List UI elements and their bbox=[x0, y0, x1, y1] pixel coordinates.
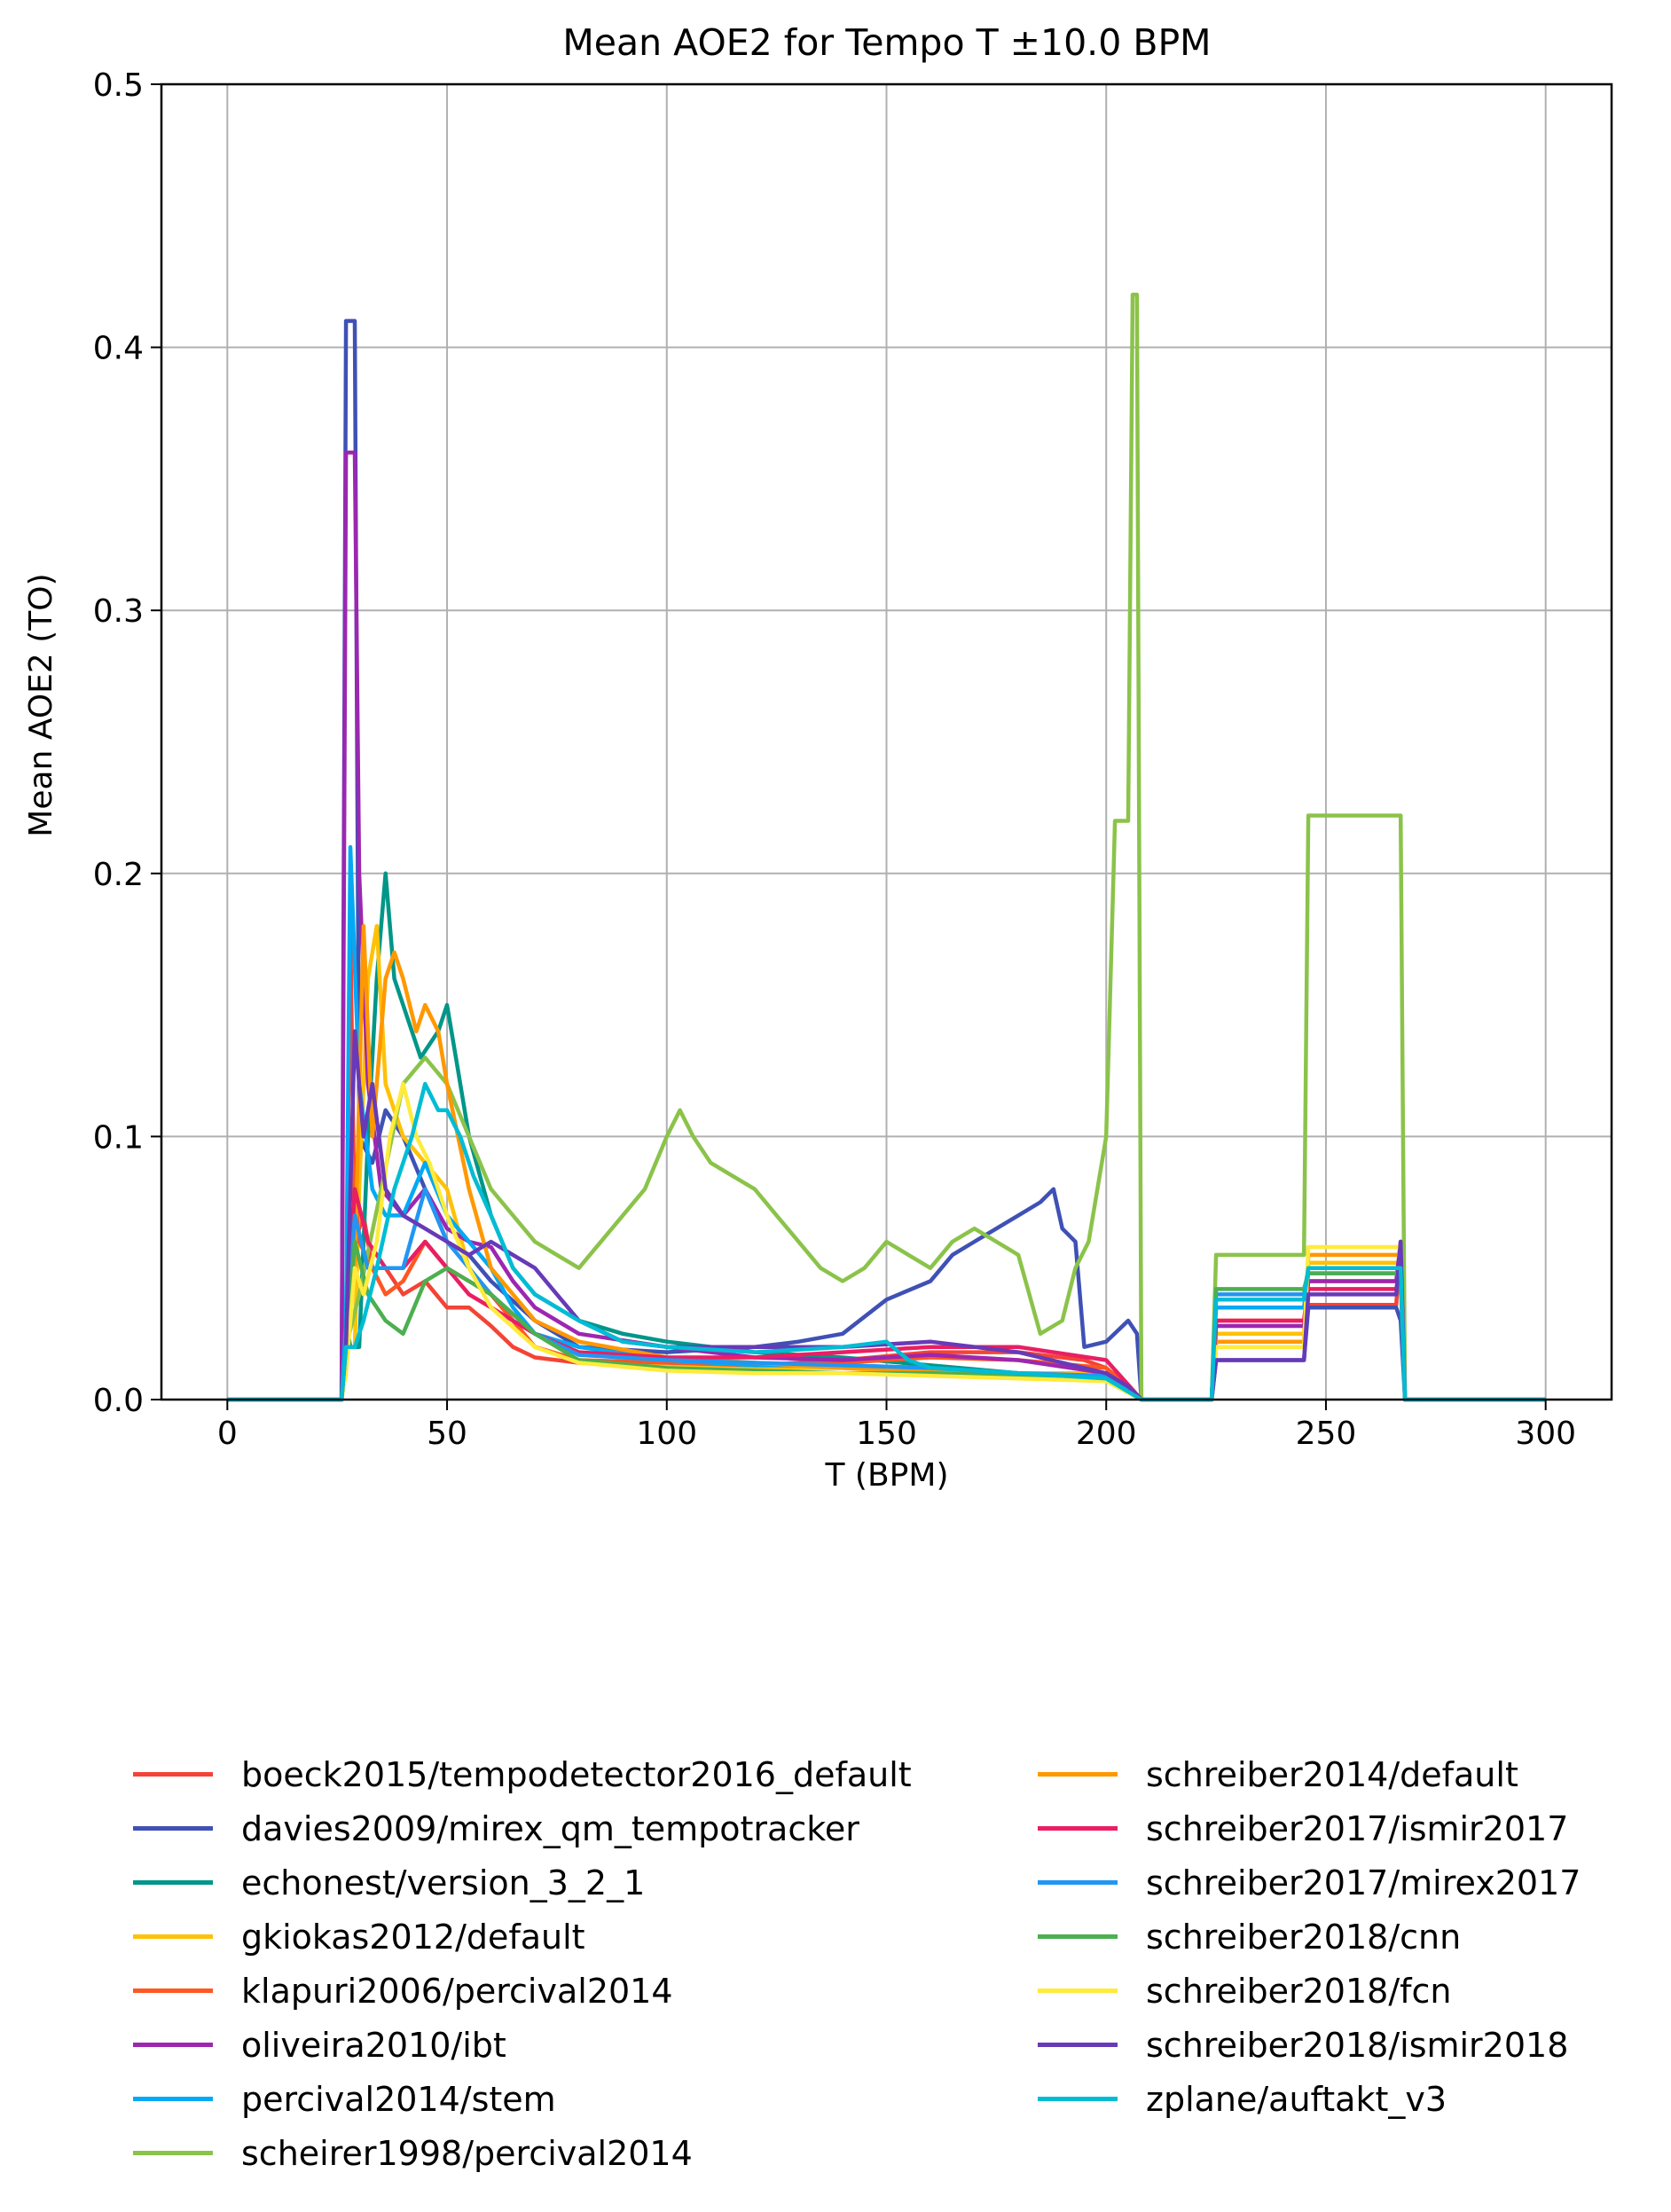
legend-item: echonest/version_3_2_1 bbox=[133, 1855, 912, 1910]
legend-label: schreiber2018/fcn bbox=[1146, 1971, 1452, 2011]
y-tick-label: 0.1 bbox=[93, 1119, 144, 1156]
x-tick-label: 150 bbox=[856, 1416, 917, 1452]
legend-label: gkiokas2012/default bbox=[241, 1917, 585, 1957]
legend-swatch bbox=[1038, 1988, 1118, 1993]
legend-label: schreiber2017/ismir2017 bbox=[1146, 1808, 1569, 1848]
legend-swatch bbox=[1038, 1772, 1118, 1777]
series-layer bbox=[227, 293, 1546, 1402]
legend-swatch bbox=[133, 1988, 213, 1993]
legend-swatch bbox=[133, 2043, 213, 2047]
x-tick-label: 250 bbox=[1296, 1416, 1357, 1452]
legend-label: echonest/version_3_2_1 bbox=[241, 1863, 646, 1902]
legend-label: percival2014/stem bbox=[241, 2079, 556, 2119]
legend-item: schreiber2017/ismir2017 bbox=[1038, 1801, 1581, 1855]
legend-item: schreiber2018/cnn bbox=[1038, 1910, 1581, 1964]
legend-item: zplane/auftakt_v3 bbox=[1038, 2072, 1581, 2126]
y-axis-label: Mean AOE2 (TO) bbox=[23, 573, 59, 836]
chart-title: Mean AOE2 for Tempo T ±10.0 BPM bbox=[562, 21, 1211, 64]
legend-swatch bbox=[133, 1934, 213, 1939]
legend-swatch bbox=[133, 2151, 213, 2155]
legend-item: scheirer1998/percival2014 bbox=[133, 2126, 912, 2180]
legend-item: boeck2015/tempodetector2016_default bbox=[133, 1747, 912, 1801]
x-tick-label: 300 bbox=[1515, 1416, 1576, 1452]
legend-label: schreiber2018/cnn bbox=[1146, 1917, 1462, 1957]
legend-item: schreiber2014/default bbox=[1038, 1747, 1581, 1801]
legend-label: zplane/auftakt_v3 bbox=[1146, 2079, 1447, 2119]
y-tick-label: 0.0 bbox=[93, 1383, 144, 1419]
series-line-zplane-auftakt-v3 bbox=[227, 1081, 1546, 1402]
legend-label: scheirer1998/percival2014 bbox=[241, 2133, 693, 2173]
x-tick-label: 50 bbox=[427, 1416, 467, 1452]
legend-swatch bbox=[1038, 2097, 1118, 2101]
legend-label: klapuri2006/percival2014 bbox=[241, 1971, 673, 2011]
legend-swatch bbox=[1038, 1826, 1118, 1831]
legend-swatch bbox=[1038, 1934, 1118, 1939]
legend-swatch bbox=[1038, 2043, 1118, 2047]
legend-item: klapuri2006/percival2014 bbox=[133, 1964, 912, 2018]
x-tick-label: 200 bbox=[1076, 1416, 1137, 1452]
legend-swatch bbox=[133, 1826, 213, 1831]
y-tick-label: 0.2 bbox=[93, 857, 144, 893]
legend-item: schreiber2018/ismir2018 bbox=[1038, 2018, 1581, 2072]
x-tick-label: 100 bbox=[636, 1416, 697, 1452]
legend-swatch bbox=[133, 1880, 213, 1885]
legend-item: oliveira2010/ibt bbox=[133, 2018, 912, 2072]
series-line-scheirer1998-percival2014 bbox=[227, 293, 1546, 1402]
legend-label: oliveira2010/ibt bbox=[241, 2025, 506, 2065]
legend-label: schreiber2014/default bbox=[1146, 1754, 1518, 1794]
legend-label: schreiber2017/mirex2017 bbox=[1146, 1863, 1581, 1902]
x-axis-label: T (BPM) bbox=[825, 1457, 949, 1494]
legend-swatch bbox=[133, 2097, 213, 2101]
y-tick-label: 0.4 bbox=[93, 331, 144, 367]
legend-item: schreiber2017/mirex2017 bbox=[1038, 1855, 1581, 1910]
legend-item: gkiokas2012/default bbox=[133, 1910, 912, 1964]
y-tick-label: 0.5 bbox=[93, 67, 144, 104]
legend-swatch bbox=[133, 1772, 213, 1777]
chart: 0 50 100 150 200 250 300 0.0 0.1 0.2 0.3 0.4 0.5 Mea… bbox=[23, 21, 1613, 1494]
legend-item: schreiber2018/fcn bbox=[1038, 1964, 1581, 2018]
y-tick-label: 0.3 bbox=[93, 593, 144, 630]
ticks: 0 50 100 150 200 250 300 0.0 0.1 0.2 0.3 0.4 0.5 bbox=[93, 67, 1576, 1452]
legend-column-right: schreiber2014/default schreiber2017/ismir… bbox=[1038, 1747, 1581, 2126]
legend-label: boeck2015/tempodetector2016_default bbox=[241, 1754, 912, 1794]
legend-item: davies2009/mirex_qm_tempotracker bbox=[133, 1801, 912, 1855]
legend-label: davies2009/mirex_qm_tempotracker bbox=[241, 1808, 859, 1848]
legend-swatch bbox=[1038, 1880, 1118, 1885]
series-line-schreiber2014-default bbox=[227, 923, 1546, 1402]
legend-label: schreiber2018/ismir2018 bbox=[1146, 2025, 1569, 2065]
x-tick-label: 0 bbox=[217, 1416, 238, 1452]
legend-item: percival2014/stem bbox=[133, 2072, 912, 2126]
